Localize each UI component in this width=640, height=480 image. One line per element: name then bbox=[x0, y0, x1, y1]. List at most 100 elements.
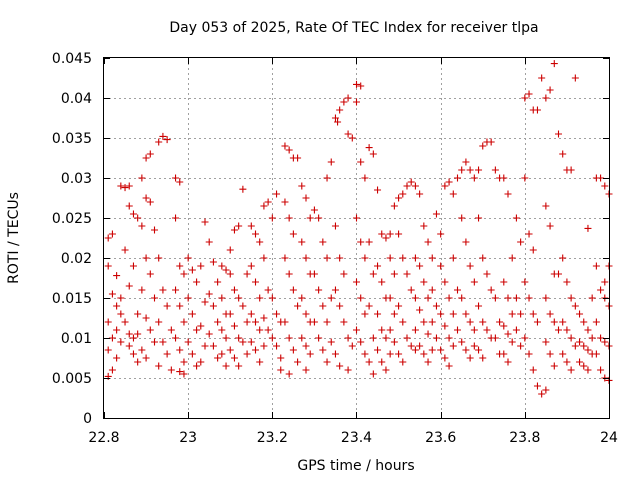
data-point bbox=[113, 272, 121, 280]
data-point bbox=[146, 198, 154, 206]
data-point bbox=[454, 326, 461, 334]
data-point bbox=[104, 346, 112, 354]
data-point bbox=[176, 346, 184, 354]
data-point bbox=[302, 194, 310, 202]
data-point bbox=[365, 302, 373, 310]
data-point bbox=[424, 294, 432, 302]
data-point bbox=[285, 146, 293, 154]
data-point bbox=[344, 334, 352, 342]
data-point bbox=[336, 106, 344, 114]
data-point bbox=[167, 366, 175, 374]
data-point bbox=[361, 310, 369, 318]
data-point bbox=[319, 238, 327, 246]
data-point bbox=[571, 342, 579, 350]
data-point bbox=[142, 354, 150, 362]
data-point bbox=[496, 318, 504, 326]
data-point bbox=[386, 230, 394, 238]
data-point bbox=[382, 334, 390, 342]
data-point bbox=[576, 338, 584, 346]
data-point bbox=[550, 60, 558, 68]
axis-ticks bbox=[104, 58, 610, 419]
data-point bbox=[378, 278, 386, 286]
data-point bbox=[230, 354, 238, 362]
data-point bbox=[508, 310, 516, 318]
data-point bbox=[247, 262, 255, 270]
data-point bbox=[374, 186, 382, 194]
data-point bbox=[576, 358, 584, 366]
data-point bbox=[331, 350, 339, 358]
data-point bbox=[399, 190, 407, 198]
data-point bbox=[298, 238, 306, 246]
data-point bbox=[146, 270, 154, 278]
data-point bbox=[209, 342, 217, 350]
data-point bbox=[285, 334, 293, 342]
plot-frame bbox=[103, 57, 610, 419]
data-point bbox=[226, 270, 234, 278]
data-point bbox=[214, 354, 222, 362]
data-point bbox=[521, 278, 529, 286]
data-point bbox=[403, 270, 411, 278]
data-point bbox=[226, 310, 234, 318]
data-point bbox=[180, 270, 188, 278]
data-point bbox=[315, 286, 323, 294]
data-point bbox=[382, 366, 390, 374]
data-point bbox=[310, 206, 318, 214]
data-point bbox=[458, 166, 466, 174]
data-point bbox=[597, 334, 605, 342]
data-point bbox=[357, 338, 365, 346]
y-tick-label: 0.035 bbox=[52, 131, 92, 147]
data-point bbox=[193, 278, 201, 286]
data-point bbox=[163, 136, 171, 144]
data-point bbox=[466, 354, 474, 362]
data-point bbox=[218, 350, 226, 358]
data-point bbox=[454, 174, 461, 182]
data-point bbox=[462, 158, 470, 166]
y-tick-label: 0.04 bbox=[61, 91, 92, 107]
data-point bbox=[437, 346, 445, 354]
data-point bbox=[374, 310, 382, 318]
data-point bbox=[601, 338, 609, 346]
data-point bbox=[483, 270, 491, 278]
data-point bbox=[395, 194, 403, 202]
data-point bbox=[445, 178, 453, 186]
data-point bbox=[151, 338, 158, 346]
data-point bbox=[546, 222, 554, 230]
data-point bbox=[416, 306, 424, 314]
data-point bbox=[104, 262, 112, 270]
data-point bbox=[555, 326, 562, 334]
data-point bbox=[344, 130, 352, 138]
data-point bbox=[243, 350, 251, 358]
data-point bbox=[390, 202, 398, 210]
data-point bbox=[134, 310, 142, 318]
data-point bbox=[428, 318, 436, 326]
data-point bbox=[504, 190, 512, 198]
data-point bbox=[155, 254, 163, 262]
x-tick-label: 24 bbox=[600, 430, 618, 446]
data-point bbox=[357, 158, 365, 166]
data-point bbox=[298, 294, 306, 302]
data-point bbox=[319, 346, 327, 354]
x-tick-label: 23 bbox=[179, 430, 197, 446]
data-point bbox=[521, 94, 529, 102]
data-point bbox=[222, 334, 230, 342]
data-point bbox=[310, 318, 318, 326]
data-point bbox=[504, 330, 512, 338]
data-point bbox=[172, 286, 180, 294]
data-point bbox=[491, 294, 499, 302]
data-point bbox=[475, 166, 483, 174]
data-point bbox=[390, 270, 398, 278]
data-point bbox=[563, 326, 571, 334]
data-point bbox=[184, 294, 192, 302]
data-point bbox=[113, 326, 121, 334]
data-point bbox=[420, 318, 428, 326]
data-point bbox=[315, 214, 323, 222]
data-point bbox=[176, 368, 184, 376]
data-point bbox=[289, 346, 297, 354]
data-point bbox=[365, 358, 373, 366]
data-point bbox=[584, 326, 592, 334]
data-point bbox=[567, 366, 575, 374]
data-point bbox=[449, 342, 457, 350]
data-point bbox=[298, 182, 306, 190]
data-point bbox=[449, 254, 457, 262]
data-point bbox=[504, 294, 512, 302]
